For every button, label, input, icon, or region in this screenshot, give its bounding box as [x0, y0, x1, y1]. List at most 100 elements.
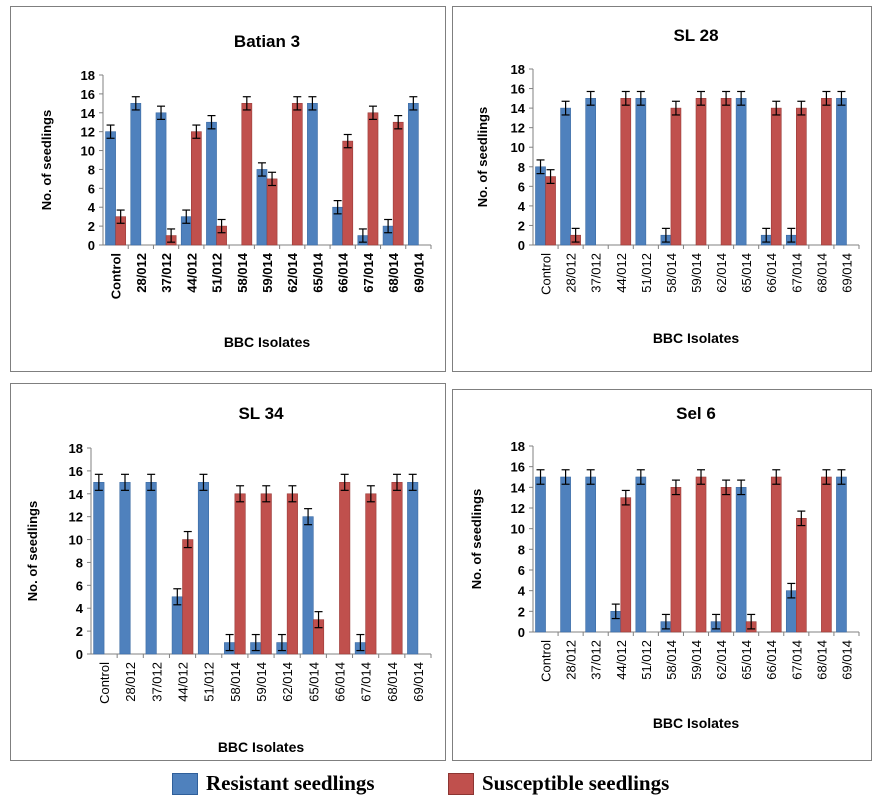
bar-susceptible: [367, 112, 379, 246]
bar-susceptible: [770, 476, 782, 633]
y-tick-label: 16: [69, 464, 83, 479]
x-axis-label: BBC Isolates: [218, 739, 305, 755]
y-tick-label: 0: [76, 647, 83, 662]
bar-susceptible: [291, 103, 303, 246]
x-tick-label: 58/014: [664, 253, 679, 293]
bar-resistant: [307, 103, 318, 246]
bar-resistant: [130, 103, 142, 246]
bar-susceptible: [286, 493, 298, 655]
x-tick-label: 44/012: [614, 640, 629, 680]
bar-resistant: [635, 98, 647, 246]
bar-resistant: [145, 482, 157, 655]
y-tick-label: 2: [518, 604, 525, 619]
bar-susceptible: [339, 482, 351, 655]
bar-resistant: [836, 98, 847, 246]
y-axis-label: No. of seedlings: [25, 501, 40, 601]
x-tick-label: 51/012: [210, 253, 225, 293]
bar-resistant: [302, 516, 314, 655]
x-tick-label: 59/014: [254, 662, 269, 702]
bar-resistant: [155, 112, 167, 246]
x-tick-label: 65/014: [739, 253, 754, 293]
y-tick-label: 12: [81, 125, 95, 140]
y-tick-label: 16: [81, 87, 95, 102]
x-tick-label: 44/012: [614, 253, 629, 293]
chart-title: Sel 6: [676, 404, 716, 423]
y-tick-label: 14: [81, 106, 96, 121]
x-tick-label: 67/014: [789, 640, 804, 680]
x-tick-label: 51/012: [639, 640, 654, 680]
x-tick-label: Control: [97, 662, 112, 704]
x-tick-label: 28/012: [564, 253, 579, 293]
y-tick-label: 6: [76, 578, 83, 593]
x-tick-label: 59/014: [260, 252, 275, 293]
chart-panel-sl-28: SL 28 No. of seedlings BBC Isolates 0 2 4 6 8 10…: [452, 6, 872, 372]
bar-susceptible: [670, 487, 682, 633]
bar-susceptible: [670, 107, 682, 246]
y-tick-label: 10: [511, 522, 525, 537]
x-tick-label: 67/014: [789, 253, 804, 293]
chart-svg-sl-28: SL 28 No. of seedlings BBC Isolates 0 2 4 6 8 10…: [475, 26, 860, 346]
bar-susceptible: [266, 178, 278, 246]
bar-susceptible: [821, 98, 832, 246]
legend-item-susceptible: Susceptible seedlings: [448, 771, 669, 796]
legend-label-susceptible: Susceptible seedlings: [482, 771, 670, 795]
bar-susceptible: [796, 107, 807, 246]
bar-resistant: [197, 482, 209, 655]
x-tick-label: 51/012: [202, 662, 217, 702]
x-tick-label: 37/012: [589, 253, 604, 293]
bar-susceptible: [620, 98, 632, 246]
legend-swatch-resistant: [172, 772, 198, 795]
y-tick-label: 8: [518, 542, 525, 557]
bar-resistant: [407, 482, 419, 655]
bar-susceptible: [770, 107, 782, 246]
x-tick-label: 66/014: [332, 662, 347, 702]
bar-resistant: [735, 487, 747, 633]
bar-susceptible: [392, 121, 404, 246]
y-tick-label: 4: [76, 601, 84, 616]
x-tick-label: 58/014: [664, 640, 679, 680]
y-tick-label: 14: [511, 480, 526, 495]
legend-swatch-susceptible: [448, 772, 474, 795]
y-axis-label: No. of seedlings: [469, 489, 484, 589]
x-tick-label: 65/014: [310, 252, 325, 293]
y-tick-label: 6: [88, 181, 95, 196]
y-tick-label: 2: [88, 219, 95, 234]
bar-resistant: [93, 482, 105, 655]
bar-susceptible: [545, 176, 556, 246]
legend: Resistant seedlings Susceptible seedling…: [0, 765, 878, 800]
y-tick-label: 4: [518, 199, 526, 214]
y-axis-label: No. of seedlings: [475, 107, 490, 207]
x-tick-label: 68/014: [386, 252, 401, 293]
y-tick-label: 0: [518, 238, 525, 253]
bar-susceptible: [720, 98, 732, 246]
bar-resistant: [407, 103, 419, 246]
legend-item-resistant: Resistant seedlings: [172, 771, 375, 796]
x-tick-label: 37/012: [589, 640, 604, 680]
bar-susceptible: [365, 493, 377, 655]
y-axis-label: No. of seedlings: [39, 110, 54, 210]
y-tick-label: 12: [511, 501, 525, 516]
x-tick-label: 58/014: [235, 252, 250, 293]
bar-resistant: [119, 482, 131, 655]
bar-resistant: [635, 476, 647, 633]
y-tick-label: 8: [76, 555, 83, 570]
x-tick-label: 51/012: [639, 253, 654, 293]
x-tick-label: Control: [539, 253, 554, 295]
chart-svg-batian-3: Batian 3 No. of seedlings BBC Isolates 0 2 4 6…: [39, 32, 432, 350]
bar-susceptible: [620, 497, 632, 633]
x-tick-label: 67/014: [359, 662, 374, 702]
x-tick-label: 37/012: [159, 253, 174, 293]
x-tick-label: 62/014: [285, 252, 300, 293]
x-tick-label: 66/014: [764, 253, 779, 293]
bar-resistant: [585, 98, 596, 246]
x-tick-label: 44/012: [184, 253, 199, 293]
x-tick-label: 69/014: [411, 662, 426, 702]
x-tick-label: 59/014: [689, 640, 704, 680]
x-tick-label: 67/014: [361, 252, 376, 293]
x-tick-label: 68/014: [814, 640, 829, 680]
y-tick-label: 18: [69, 441, 83, 456]
bar-resistant: [735, 98, 747, 246]
bar-resistant: [560, 476, 571, 633]
bar-susceptible: [342, 140, 354, 246]
y-tick-label: 0: [518, 625, 525, 640]
